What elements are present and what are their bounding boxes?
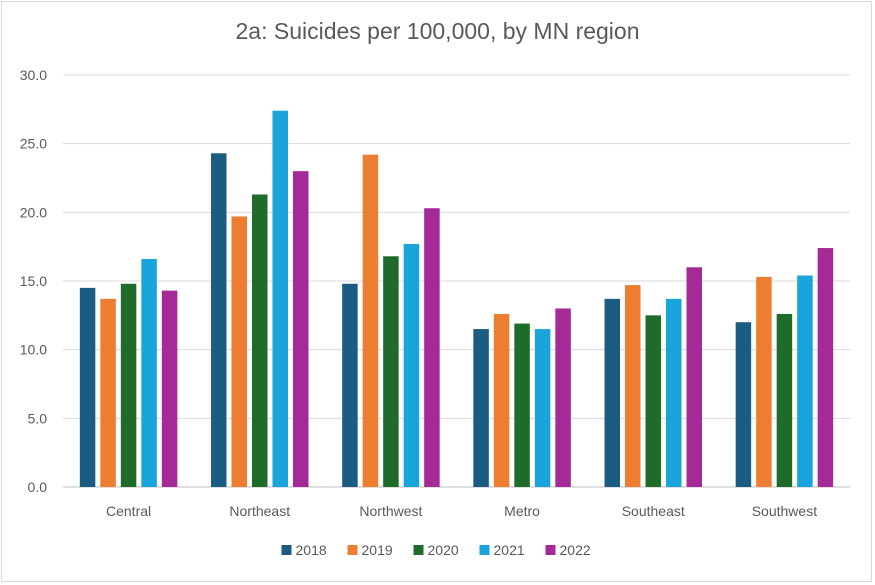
bar-2022-southwest: [817, 248, 834, 487]
x-tick-label: Southeast: [622, 503, 685, 519]
bar-2020-metro: [514, 323, 530, 487]
legend-label: 2021: [494, 542, 525, 558]
bar-2021-central: [141, 259, 157, 487]
bar-2020-northeast: [252, 194, 268, 488]
legend-item-2019: 2019: [347, 542, 393, 558]
bar-2020-southeast: [645, 315, 661, 487]
bar-2018-northeast: [211, 153, 227, 487]
bar-2022-metro: [555, 308, 571, 487]
bar-2021-metro: [534, 329, 551, 487]
x-tick-label: Central: [106, 503, 151, 519]
legend-item-2022: 2022: [545, 542, 591, 558]
bar-2018-southwest: [735, 322, 752, 487]
legend-item-2018: 2018: [281, 542, 327, 558]
bar-2018-northwest: [342, 283, 358, 487]
bar-2021-northwest: [403, 243, 420, 487]
legend-item-2021: 2021: [479, 542, 525, 558]
x-tick-label: Metro: [504, 503, 540, 519]
bar-2019-southwest: [756, 276, 772, 487]
legend-item-2020: 2020: [413, 542, 459, 558]
y-tick-label: 20.0: [20, 204, 47, 220]
bar-2018-central: [79, 287, 96, 487]
x-tick-label: Southwest: [752, 503, 817, 519]
bar-2021-southeast: [666, 298, 682, 487]
y-tick-label: 10.0: [20, 342, 47, 358]
bar-2018-metro: [473, 329, 489, 487]
bar-2019-northeast: [231, 216, 247, 487]
legend-label: 2019: [362, 542, 393, 558]
bar-2019-northwest: [362, 154, 379, 488]
bar-2022-northwest: [424, 208, 440, 488]
legend-swatch: [545, 545, 556, 555]
y-tick-label: 5.0: [28, 410, 48, 426]
legend-label: 2018: [296, 542, 327, 558]
grid-layer: [63, 74, 850, 488]
legend: 2018 2019 2020 2021 2022: [281, 542, 591, 558]
bar-2020-southwest: [776, 313, 793, 487]
bar-2020-central: [120, 283, 137, 487]
legend-swatch: [281, 545, 292, 555]
bar-2019-southeast: [625, 285, 641, 487]
legend-label: 2022: [560, 542, 591, 558]
bar-2022-northeast: [293, 171, 309, 487]
y-tick-label: 30.0: [20, 67, 47, 83]
x-tick-label: Northeast: [229, 503, 290, 519]
y-axis-ticks: 0.0 5.0 10.0 15.0 20.0 25.0 30.0: [20, 67, 47, 495]
y-tick-label: 15.0: [20, 273, 47, 289]
bar-2020-northwest: [383, 256, 399, 487]
bar-2021-northeast: [272, 110, 288, 487]
chart-title: 2a: Suicides per 100,000, by MN region: [235, 18, 640, 44]
bar-2022-southeast: [686, 267, 702, 487]
bar-2019-metro: [493, 313, 510, 487]
y-tick-label: 25.0: [20, 136, 47, 152]
x-axis-ticks: Central Northeast Northwest Metro Southeast S…: [106, 503, 817, 519]
legend-swatch: [413, 545, 424, 555]
x-tick-label: Northwest: [359, 503, 422, 519]
legend-swatch: [347, 545, 358, 555]
bar-2021-southwest: [797, 275, 813, 487]
bar-layer: [79, 110, 834, 488]
bar-2019-central: [100, 298, 116, 487]
y-tick-label: 0.0: [28, 479, 48, 495]
legend-swatch: [479, 545, 490, 555]
legend-label: 2020: [428, 542, 459, 558]
bar-2018-southeast: [604, 298, 620, 487]
bar-2022-central: [161, 290, 178, 487]
